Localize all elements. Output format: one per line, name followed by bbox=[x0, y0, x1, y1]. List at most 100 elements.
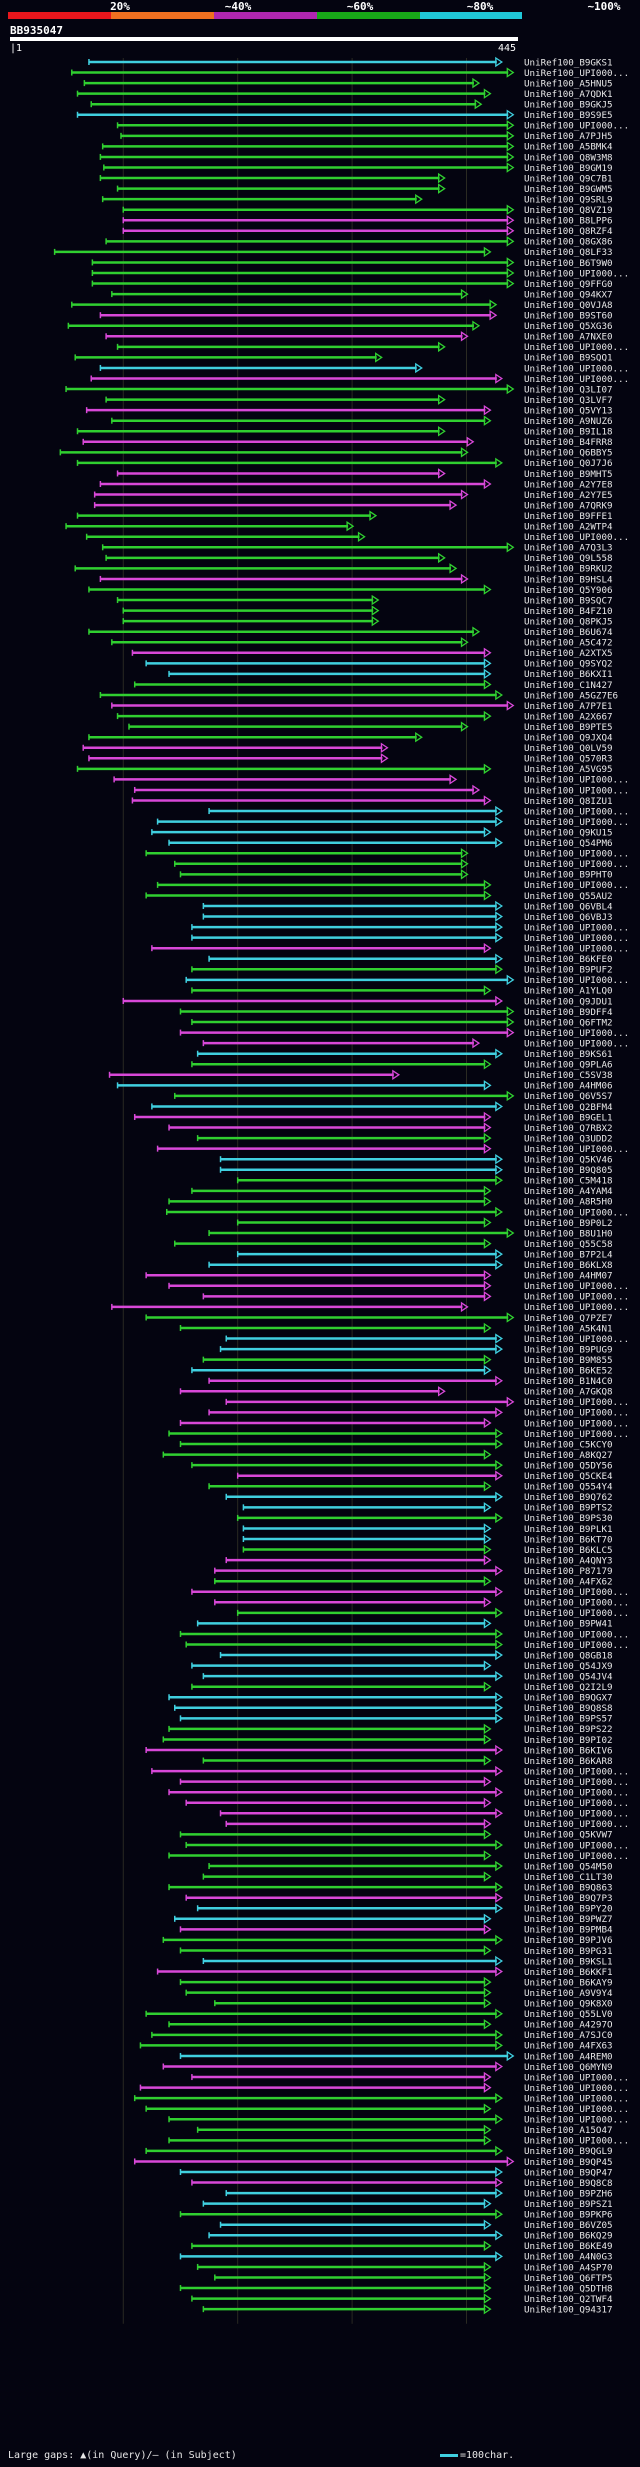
hit-row[interactable]: UniRef100_UPI000... bbox=[185, 1639, 629, 1651]
hit-row[interactable]: UniRef100_B6KKF1 bbox=[156, 1966, 613, 1978]
hit-row[interactable]: UniRef100_Q5VY13 bbox=[85, 404, 613, 416]
hit-row[interactable]: UniRef100_UPI000... bbox=[202, 1291, 629, 1303]
hit-row[interactable]: UniRef100_B9SQC7 bbox=[116, 594, 613, 606]
hit-row[interactable]: UniRef100_Q0J7J6 bbox=[76, 457, 613, 469]
hit-row[interactable]: UniRef100_B6KE52 bbox=[191, 1364, 613, 1377]
hit-row[interactable]: UniRef100_B9Q805 bbox=[219, 1164, 613, 1176]
hit-row[interactable]: UniRef100_UPI000... bbox=[191, 921, 629, 933]
hit-row[interactable]: UniRef100_Q9FFG0 bbox=[91, 278, 613, 290]
hit-row[interactable]: UniRef100_B9IL18 bbox=[76, 426, 613, 438]
hit-row[interactable]: UniRef100_UPI000... bbox=[133, 2092, 629, 2104]
hit-row[interactable]: UniRef100_B9PJV6 bbox=[162, 1934, 613, 1946]
hit-row[interactable]: UniRef100_UPI000... bbox=[168, 2114, 629, 2126]
hit-row[interactable]: UniRef100_UPI000... bbox=[116, 341, 630, 353]
hit-row[interactable]: UniRef100_B7P2L4 bbox=[236, 1248, 613, 1260]
hit-row[interactable]: UniRef100_B6KQ29 bbox=[208, 2230, 613, 2242]
hit-row[interactable]: UniRef100_A9NUZ6 bbox=[111, 415, 613, 427]
hit-row[interactable]: UniRef100_A2X667 bbox=[116, 710, 613, 722]
hit-row[interactable]: UniRef100_UPI000... bbox=[99, 362, 629, 374]
hit-row[interactable]: UniRef100_Q554Y4 bbox=[208, 1481, 613, 1493]
hit-row[interactable]: UniRef100_B9QGX7 bbox=[168, 1692, 613, 1704]
hit-row[interactable]: UniRef100_UPI000... bbox=[208, 805, 629, 817]
hit-row[interactable]: UniRef100_B9PSZ1 bbox=[202, 2198, 613, 2210]
hit-row[interactable]: UniRef100_B9Q7P3 bbox=[185, 1892, 613, 1904]
hit-row[interactable]: UniRef100_Q8GB18 bbox=[219, 1649, 613, 1661]
hit-row[interactable]: UniRef100_B6KFE0 bbox=[208, 953, 613, 965]
hit-row[interactable]: UniRef100_B9PY20 bbox=[196, 1903, 613, 1915]
hit-row[interactable]: UniRef100_C5KCY0 bbox=[179, 1438, 613, 1450]
hit-row[interactable]: UniRef100_Q6BBY5 bbox=[59, 447, 613, 459]
hit-row[interactable]: UniRef100_B6KE49 bbox=[191, 2240, 613, 2252]
hit-row[interactable]: UniRef100_B6KLX8 bbox=[208, 1259, 613, 1271]
hit-row[interactable]: UniRef100_Q3UDD2 bbox=[196, 1132, 613, 1144]
hit-row[interactable]: UniRef100_Q55LV0 bbox=[145, 2008, 613, 2020]
hit-row[interactable]: UniRef100_UPI000... bbox=[151, 1765, 629, 1777]
hit-row[interactable]: UniRef100_Q8LF33 bbox=[53, 246, 613, 258]
hit-row[interactable]: UniRef100_B9PTS2 bbox=[242, 1502, 613, 1514]
hit-row[interactable]: UniRef100_UPI000... bbox=[185, 974, 629, 986]
hit-row[interactable]: UniRef100_Q54JX9 bbox=[191, 1660, 613, 1672]
hit-row[interactable]: UniRef100_B9PS30 bbox=[236, 1512, 613, 1524]
hit-row[interactable]: UniRef100_UPI000... bbox=[191, 2071, 629, 2083]
hit-row[interactable]: UniRef100_Q5KVW7 bbox=[179, 1829, 613, 1841]
hit-row[interactable]: UniRef100_A7NXE0 bbox=[105, 331, 613, 343]
hit-row[interactable]: UniRef100_UPI000... bbox=[133, 784, 629, 796]
hit-row[interactable]: UniRef100_UPI000... bbox=[139, 2082, 629, 2094]
hit-row[interactable]: UniRef100_Q8PKJ5 bbox=[122, 615, 613, 627]
hit-row[interactable]: UniRef100_UPI000... bbox=[168, 1428, 629, 1440]
hit-row[interactable]: UniRef100_UPI000... bbox=[111, 1301, 629, 1313]
hit-row[interactable]: UniRef100_Q6VBJ3 bbox=[202, 911, 613, 923]
hit-row[interactable]: UniRef100_Q9SYQ2 bbox=[145, 658, 613, 670]
hit-row[interactable]: UniRef100_Q5KV46 bbox=[219, 1153, 613, 1166]
hit-row[interactable]: UniRef100_B9PS22 bbox=[168, 1723, 613, 1735]
hit-row[interactable]: UniRef100_Q5DTH8 bbox=[179, 2282, 613, 2294]
hit-row[interactable]: UniRef100_A5C472 bbox=[111, 637, 613, 649]
hit-row[interactable]: UniRef100_B9PWZ7 bbox=[174, 1913, 613, 1925]
hit-row[interactable]: UniRef100_Q55C58 bbox=[174, 1238, 613, 1250]
hit-row[interactable]: UniRef100_UPI000... bbox=[116, 120, 630, 132]
hit-row[interactable]: UniRef100_B9PHT0 bbox=[179, 869, 613, 881]
hit-row[interactable]: UniRef100_C5SV38 bbox=[108, 1069, 613, 1081]
hit-row[interactable]: UniRef100_B9Q8C8 bbox=[191, 2177, 613, 2189]
hit-row[interactable]: UniRef100_Q2TWF4 bbox=[191, 2293, 613, 2305]
hit-row[interactable]: UniRef100_A2WTP4 bbox=[65, 520, 613, 533]
hit-row[interactable]: UniRef100_Q5XG36 bbox=[67, 320, 613, 332]
hit-row[interactable]: UniRef100_A4HM06 bbox=[116, 1080, 613, 1092]
hit-row[interactable]: UniRef100_B9GKS1 bbox=[88, 56, 613, 68]
hit-row[interactable]: UniRef100_A15O47 bbox=[196, 2124, 613, 2136]
hit-row[interactable]: UniRef100_Q54PM6 bbox=[168, 837, 613, 849]
hit-row[interactable]: UniRef100_Q8RZF4 bbox=[122, 225, 613, 237]
hit-row[interactable]: UniRef100_Q570R3 bbox=[88, 753, 613, 765]
hit-row[interactable]: UniRef100_B6KAY9 bbox=[179, 1976, 613, 1988]
hit-row[interactable]: UniRef100_B9Q863 bbox=[168, 1881, 613, 1893]
hit-row[interactable]: UniRef100_UPI000... bbox=[71, 67, 629, 79]
hit-row[interactable]: UniRef100_UPI000... bbox=[179, 1417, 629, 1429]
hit-row[interactable]: UniRef100_Q5CKE4 bbox=[236, 1470, 613, 1482]
hit-row[interactable]: UniRef100_B9PTE5 bbox=[128, 721, 613, 733]
hit-row[interactable]: UniRef100_B9KSL1 bbox=[202, 1955, 613, 1967]
hit-row[interactable]: UniRef100_B6T9W0 bbox=[91, 257, 613, 269]
hit-row[interactable]: UniRef100_B9S9E5 bbox=[76, 109, 613, 121]
hit-row[interactable]: UniRef100_B9PLK1 bbox=[242, 1523, 613, 1535]
hit-row[interactable]: UniRef100_A4SP70 bbox=[196, 2261, 613, 2273]
hit-row[interactable]: UniRef100_Q94317 bbox=[202, 2303, 613, 2315]
hit-row[interactable]: UniRef100_Q6VBL4 bbox=[202, 900, 613, 912]
hit-row[interactable]: UniRef100_UPI000... bbox=[165, 1206, 629, 1218]
hit-row[interactable]: UniRef100_UPI000... bbox=[179, 1628, 629, 1640]
hit-row[interactable]: UniRef100_B9P0L2 bbox=[236, 1217, 613, 1229]
hit-row[interactable]: UniRef100_A7P7E1 bbox=[111, 700, 613, 712]
hit-row[interactable]: UniRef100_UPI000... bbox=[168, 1280, 629, 1292]
hit-row[interactable]: UniRef100_A4YAM4 bbox=[191, 1185, 613, 1197]
hit-row[interactable]: UniRef100_Q3LVF7 bbox=[105, 394, 613, 406]
hit-row[interactable]: UniRef100_C1N427 bbox=[133, 679, 613, 691]
hit-row[interactable]: UniRef100_A7QRK9 bbox=[93, 499, 613, 511]
hit-row[interactable]: UniRef100_A2XTX5 bbox=[131, 647, 613, 659]
hit-row[interactable]: UniRef100_UPI000... bbox=[168, 2135, 629, 2147]
hit-row[interactable]: UniRef100_Q9L558 bbox=[105, 552, 613, 564]
hit-row[interactable]: UniRef100_B6KT70 bbox=[242, 1533, 613, 1545]
hit-row[interactable]: UniRef100_UPI000... bbox=[91, 267, 629, 279]
hit-row[interactable]: UniRef100_A7PJH5 bbox=[120, 130, 613, 142]
hit-row[interactable]: UniRef100_Q9K8X0 bbox=[214, 1997, 613, 2010]
hit-row[interactable]: UniRef100_UPI000... bbox=[151, 942, 629, 955]
hit-row[interactable]: UniRef100_Q7PZE7 bbox=[145, 1312, 613, 1324]
